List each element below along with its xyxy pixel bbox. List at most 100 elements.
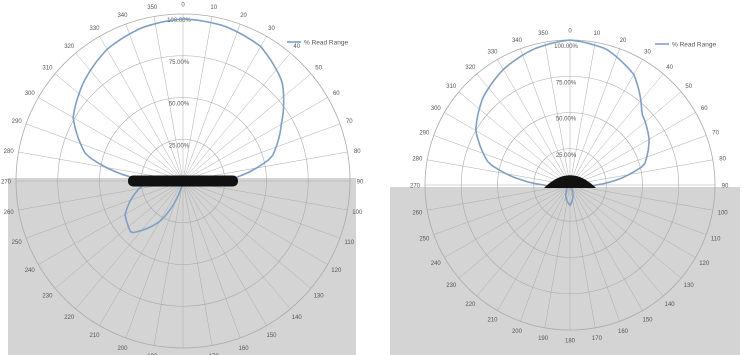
angle-tick-label: 270 xyxy=(410,184,421,190)
angle-tick-label: 170 xyxy=(592,336,603,342)
polar-spoke xyxy=(569,59,643,186)
angle-tick-label: 230 xyxy=(446,283,457,289)
angle-tick-label: 290 xyxy=(419,130,430,136)
polar-spoke xyxy=(38,180,184,265)
angle-tick-label: 310 xyxy=(42,66,53,72)
polar-spoke xyxy=(569,184,620,322)
angle-tick-label: 260 xyxy=(4,210,15,216)
polar-chart-left: 0 10 20 30 40 50 60 70 80 90 100 110 120 130 140 150 160… xyxy=(1,3,364,355)
polar-spoke xyxy=(99,36,184,182)
polar-spoke xyxy=(444,112,571,186)
angle-tick-label: 130 xyxy=(684,283,695,289)
angle-tick-label: 150 xyxy=(642,318,653,324)
polar-spoke xyxy=(75,180,184,310)
polar-spoke xyxy=(182,180,328,265)
angle-tick-label: 0 xyxy=(181,3,185,9)
angle-tick-label: 50 xyxy=(685,84,692,90)
legend-label: % Read Range xyxy=(672,42,716,49)
polar-spoke xyxy=(182,180,213,346)
polar-spoke xyxy=(476,73,571,186)
angle-tick-label: 240 xyxy=(431,261,442,267)
polar-spoke xyxy=(569,91,682,186)
angle-tick-label: 320 xyxy=(465,65,476,71)
polar-spoke xyxy=(569,48,620,186)
angle-tick-label: 10 xyxy=(594,31,601,37)
radial-tick-label: 50.00% xyxy=(556,117,577,123)
angle-tick-label: 150 xyxy=(266,333,277,339)
angle-tick-label: 10 xyxy=(210,5,217,11)
angle-tick-label: 110 xyxy=(345,240,355,246)
angle-tick-label: 100 xyxy=(718,210,729,216)
angle-tick-label: 140 xyxy=(665,302,676,308)
polar-spoke xyxy=(433,135,571,186)
polar-spoke xyxy=(54,180,184,289)
polar-spoke xyxy=(182,16,213,182)
angle-tick-label: 250 xyxy=(419,237,430,243)
angle-tick-label: 250 xyxy=(12,240,23,246)
angle-tick-label: 200 xyxy=(117,346,128,352)
radial-tick-label: 75.00% xyxy=(556,80,577,86)
radial-tick-label: 100.00% xyxy=(167,18,191,24)
angle-tick-label: 160 xyxy=(618,329,629,335)
angle-tick-label: 310 xyxy=(446,84,457,90)
polar-spoke xyxy=(497,184,571,311)
angle-tick-label: 210 xyxy=(89,333,100,339)
polar-spoke xyxy=(99,180,184,326)
angle-tick-label: 20 xyxy=(240,13,247,19)
polar-spoke xyxy=(182,180,267,326)
polar-spoke xyxy=(569,184,664,297)
polar-spoke xyxy=(75,52,184,182)
angle-tick-label: 180 xyxy=(565,339,576,345)
angle-tick-label: 270 xyxy=(1,180,12,186)
angle-tick-label: 50 xyxy=(315,66,322,72)
angle-tick-label: 90 xyxy=(722,184,729,190)
polar-spoke xyxy=(182,180,241,339)
polar-spoke xyxy=(569,184,682,279)
angle-tick-label: 280 xyxy=(412,157,423,163)
polar-spoke xyxy=(25,180,184,239)
angle-tick-label: 140 xyxy=(292,315,303,321)
polar-spoke xyxy=(544,184,571,328)
polar-spoke xyxy=(182,97,328,182)
polar-spoke xyxy=(458,91,571,186)
tag-device xyxy=(544,175,596,188)
polar-spoke xyxy=(153,180,184,346)
angle-tick-label: 80 xyxy=(719,157,726,163)
polar-spoke xyxy=(569,184,713,211)
polar-spoke xyxy=(182,36,267,182)
angle-tick-label: 60 xyxy=(701,106,708,112)
polar-spoke xyxy=(569,184,696,258)
angle-tick-label: 100 xyxy=(352,210,363,216)
polar-spoke xyxy=(476,184,571,297)
polar-spoke xyxy=(433,184,571,235)
angle-tick-label: 350 xyxy=(538,31,549,37)
rear-shaded-region xyxy=(8,178,356,355)
radial-tick-label: 100.00% xyxy=(554,44,578,50)
polar-spoke xyxy=(444,184,571,258)
angle-tick-label: 80 xyxy=(354,149,361,155)
angle-tick-label: 350 xyxy=(147,5,158,11)
polar-spoke xyxy=(520,48,571,186)
angle-tick-label: 240 xyxy=(25,268,36,274)
angle-tick-label: 130 xyxy=(314,293,325,299)
polar-spoke xyxy=(569,112,696,186)
angle-tick-label: 300 xyxy=(25,91,36,97)
angle-tick-label: 70 xyxy=(346,119,353,125)
angle-tick-label: 200 xyxy=(512,329,523,335)
polar-spoke xyxy=(182,73,312,182)
polar-spoke xyxy=(569,159,713,186)
rear-shaded-region xyxy=(390,187,740,355)
polar-spoke xyxy=(544,42,571,186)
polar-spoke xyxy=(182,180,312,289)
angle-tick-label: 160 xyxy=(239,346,250,352)
angle-tick-label: 340 xyxy=(512,38,523,44)
polar-spoke xyxy=(427,184,571,211)
tag-device xyxy=(128,175,238,187)
angle-tick-label: 170 xyxy=(209,354,220,355)
polar-spoke xyxy=(125,180,184,339)
angle-tick-label: 70 xyxy=(712,130,719,136)
angle-tick-label: 40 xyxy=(666,65,673,71)
angle-tick-label: 120 xyxy=(699,261,710,267)
polar-spoke xyxy=(182,52,291,182)
